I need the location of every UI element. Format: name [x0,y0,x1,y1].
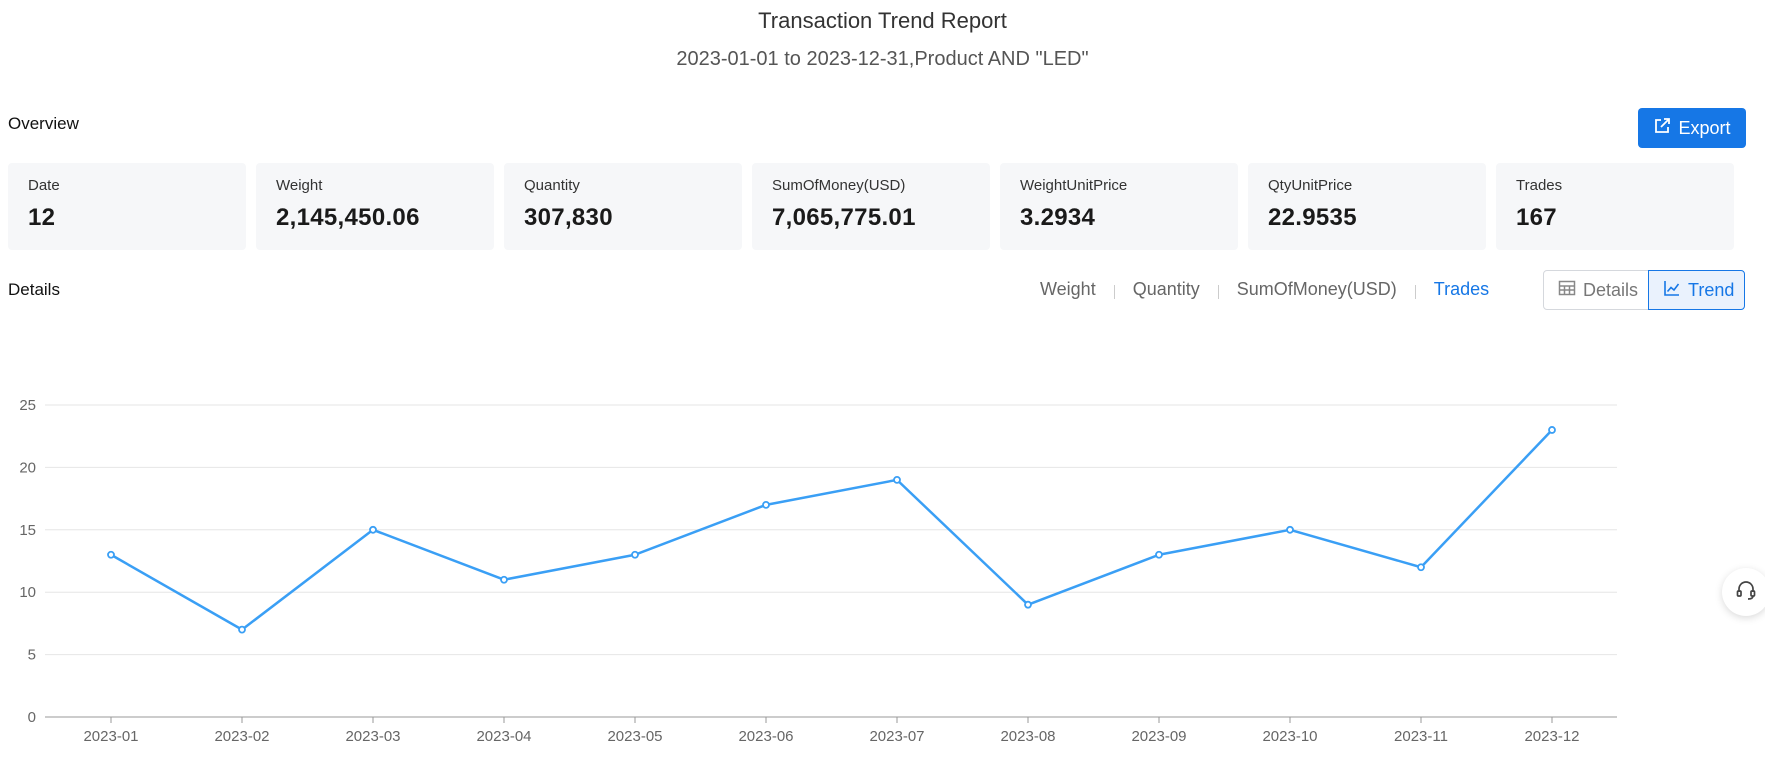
data-point [1155,550,1163,559]
tab-divider [1217,284,1219,299]
data-point [369,525,377,534]
trend-view-label: Trend [1688,279,1735,300]
stat-card-weight-unit-price: WeightUnitPrice 3.2934 [1000,163,1238,250]
x-tick-label: 2023-03 [345,728,400,745]
x-tick-label: 2023-08 [1000,728,1055,745]
data-point [1286,525,1294,534]
x-tick-label: 2023-01 [83,728,138,745]
stat-value: 2,145,450.06 [276,204,420,231]
x-tick-label: 2023-02 [214,728,269,745]
report-subtitle: 2023-01-01 to 2023-12-31,Product AND "LE… [676,48,1089,70]
data-point [762,500,770,509]
view-toggle: Details Trend [1543,270,1745,310]
data-point [1417,563,1425,572]
x-tick-label: 2023-09 [1131,728,1186,745]
data-point [893,475,901,484]
headset-icon [1734,578,1758,607]
x-tick-label: 2023-04 [476,728,531,745]
tab-trades[interactable]: Trades [1433,279,1490,299]
stat-card-sum-of-money: SumOfMoney(USD) 7,065,775.01 [752,163,990,250]
stat-card-date: Date 12 [8,163,246,250]
customer-support-button[interactable] [1722,568,1765,616]
table-icon [1558,279,1576,302]
stat-value: 22.9535 [1268,204,1357,231]
y-tick-label: 0 [28,709,36,726]
data-point [500,575,508,584]
overview-heading: Overview [8,114,79,133]
details-heading: Details [8,280,60,299]
metric-tabs: Weight Quantity SumOfMoney(USD) Trades [1040,279,1489,300]
x-tick-label: 2023-10 [1262,728,1317,745]
y-tick-label: 10 [19,584,36,601]
x-tick-label: 2023-11 [1394,728,1448,745]
x-tick-label: 2023-05 [607,728,662,745]
tab-sum-of-money[interactable]: SumOfMoney(USD) [1236,279,1397,299]
external-link-icon [1653,117,1671,140]
tab-divider [1414,284,1416,299]
stat-card-qty-unit-price: QtyUnitPrice 22.9535 [1248,163,1486,250]
y-tick-label: 5 [28,647,36,664]
tab-quantity[interactable]: Quantity [1132,279,1200,299]
stat-value: 7,065,775.01 [772,204,916,231]
x-tick-label: 2023-06 [738,728,793,745]
data-point [238,625,246,634]
y-tick-label: 20 [19,459,36,476]
stat-value: 307,830 [524,204,613,231]
line-chart-icon [1663,279,1681,302]
details-view-button[interactable]: Details [1543,270,1649,310]
series-line [110,429,1553,631]
stat-card-quantity: Quantity 307,830 [504,163,742,250]
export-label: Export [1678,117,1731,138]
stat-label: Quantity [524,177,580,194]
overview-cards: Date 12 Weight 2,145,450.06 Quantity 307… [8,163,1734,250]
x-tick-label: 2023-12 [1524,728,1579,745]
export-button[interactable]: Export [1638,108,1746,148]
tab-divider [1113,284,1115,299]
stat-label: WeightUnitPrice [1020,177,1128,194]
stat-value: 3.2934 [1020,204,1096,231]
stat-label: QtyUnitPrice [1268,177,1353,194]
trend-view-button[interactable]: Trend [1648,270,1745,310]
details-view-label: Details [1583,279,1639,300]
data-point [1548,426,1556,434]
stat-label: Weight [276,177,323,194]
y-tick-label: 15 [19,522,36,539]
stat-label: SumOfMoney(USD) [772,177,906,194]
stat-value: 12 [28,204,56,231]
stat-card-trades: Trades 167 [1496,163,1734,250]
stat-label: Date [28,177,60,194]
data-point [1024,600,1032,609]
y-tick-label: 25 [19,397,36,414]
data-point [631,550,639,559]
tab-weight[interactable]: Weight [1040,279,1096,299]
x-tick-label: 2023-07 [869,728,924,745]
trend-line-chart: 0 5 10 15 20 25 2023-01 2023-02 2023-03 2023-04 20… [19,397,1617,745]
stat-card-weight: Weight 2,145,450.06 [256,163,494,250]
stat-label: Trades [1516,177,1563,194]
data-point [107,550,115,559]
stat-value: 167 [1516,204,1557,231]
report-title: Transaction Trend Report [758,8,1007,33]
